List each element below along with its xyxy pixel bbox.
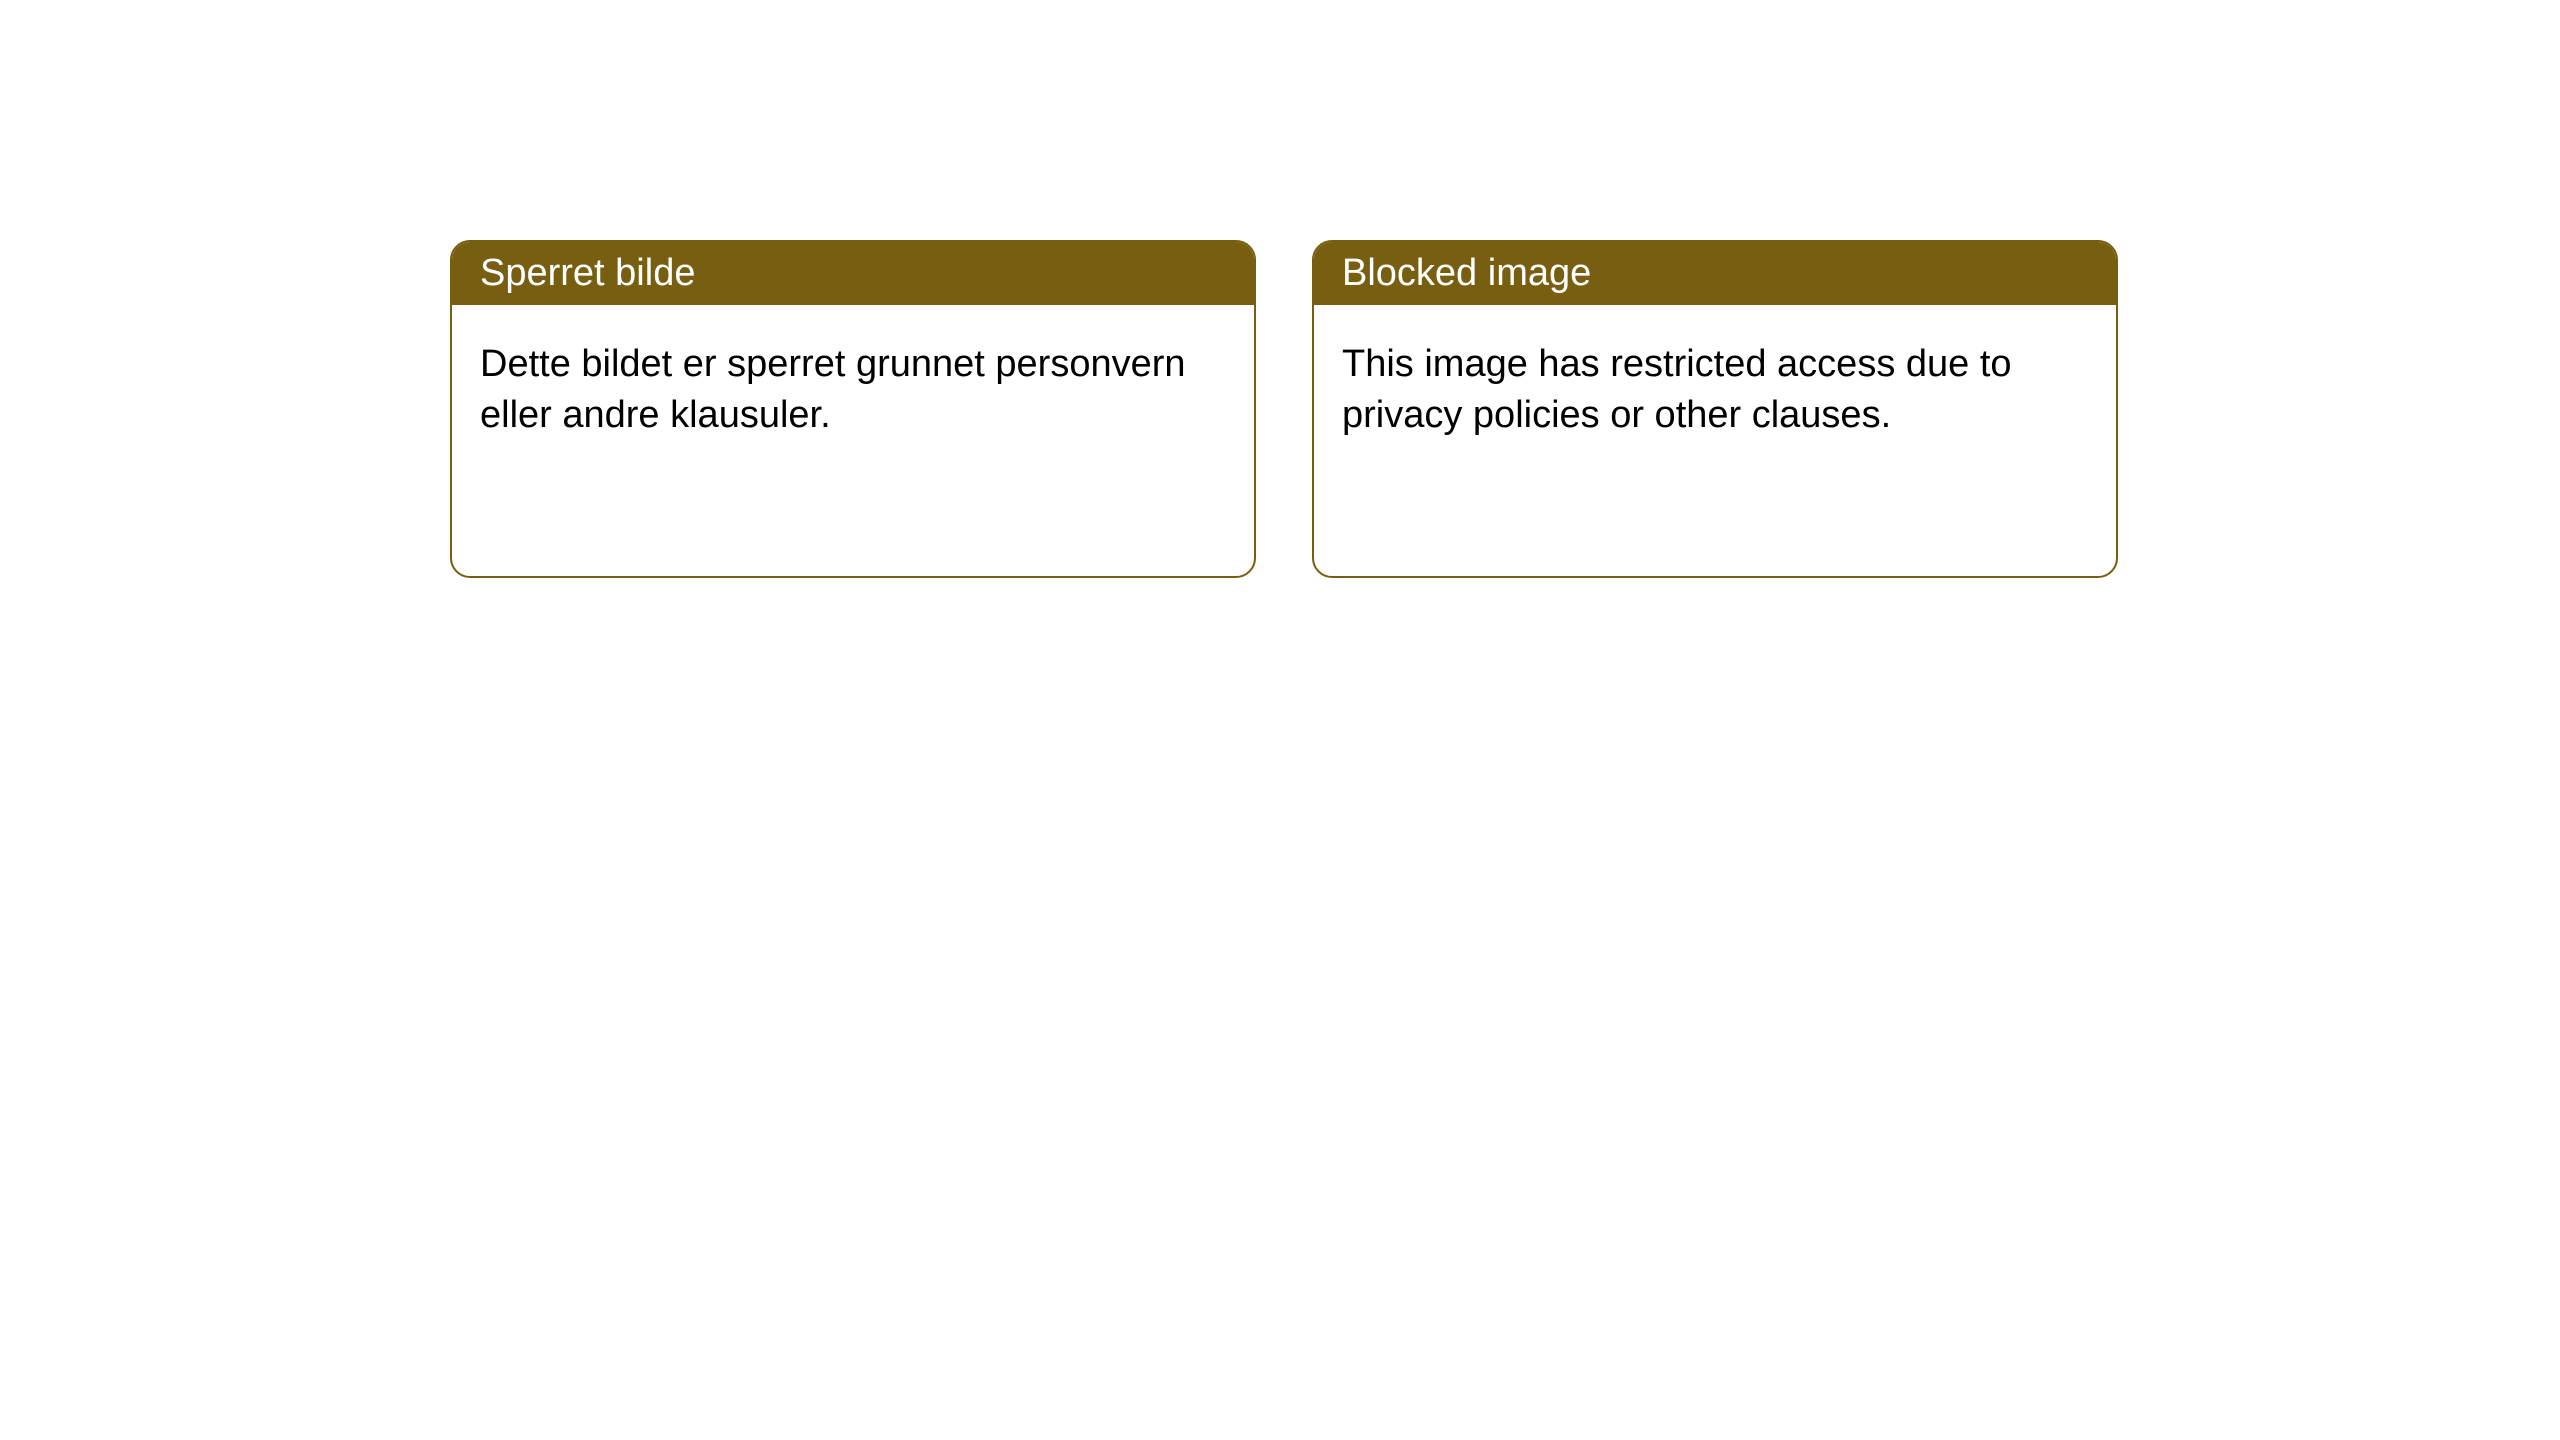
card-header: Blocked image <box>1314 242 2116 305</box>
card-title: Blocked image <box>1342 252 1591 294</box>
card-body-text: This image has restricted access due to … <box>1342 343 2012 436</box>
card-body: This image has restricted access due to … <box>1314 305 2116 476</box>
blocked-image-card-norwegian: Sperret bilde Dette bildet er sperret gr… <box>450 240 1256 578</box>
card-header: Sperret bilde <box>452 242 1254 305</box>
card-body: Dette bildet er sperret grunnet personve… <box>452 305 1254 476</box>
card-body-text: Dette bildet er sperret grunnet personve… <box>480 343 1186 436</box>
cards-container: Sperret bilde Dette bildet er sperret gr… <box>0 0 2560 578</box>
card-title: Sperret bilde <box>480 252 695 294</box>
blocked-image-card-english: Blocked image This image has restricted … <box>1312 240 2118 578</box>
